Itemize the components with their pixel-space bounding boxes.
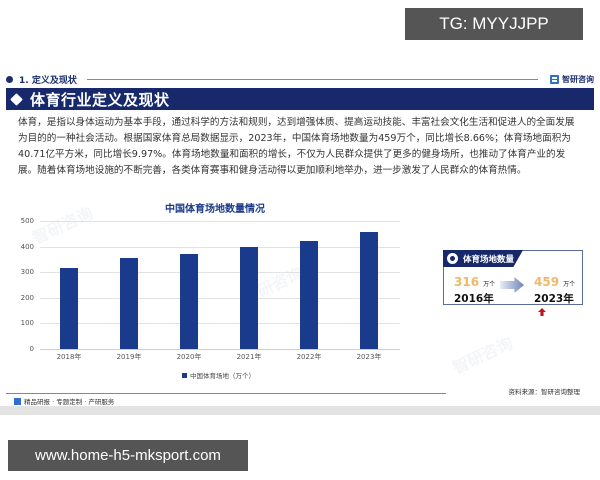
gridline [40,272,400,274]
arrow-right-icon [500,277,524,293]
footer-tagline: 精品研报 · 专题定制 · 产研服务 [14,396,114,406]
bar-2019 [120,258,138,349]
page-title: 体育行业定义及现状 [30,90,170,109]
stat-card: 体育场地数量 316 万个 2016年 459 万个 2023年 [443,250,583,316]
footer: 精品研报 · 专题定制 · 产研服务 资料来源：智研咨询整理 [0,380,600,406]
body-paragraph: 体育，是指以身体运动为基本手段，通过科学的方法和规则，达到增强体质、提高运动技能… [18,117,575,176]
bar-2020 [180,254,198,349]
x-tick: 2023年 [356,353,382,361]
brand-logo: 智研咨询 [550,74,594,85]
tg-badge: TG: MYYJJPP [405,8,583,40]
y-tick: 0 [29,345,34,353]
section-label: 1. 定义及现状 [19,75,77,86]
x-axis [40,349,400,350]
y-tick: 400 [20,242,34,251]
x-tick: 2022年 [296,353,322,361]
bar-chart: 500 400 300 200 100 0 2018年 2019年 2020年 … [21,217,400,361]
diamond-icon [10,92,23,106]
y-tick: 200 [20,293,34,302]
arrow-up-icon [538,308,546,316]
brand-logo-icon [14,397,21,405]
stat-from-unit: 万个 [483,281,496,288]
stat-to-unit: 万个 [563,281,576,288]
section-header: 1. 定义及现状 智研咨询 [6,72,594,86]
divider [6,393,446,394]
chart-legend: 中国体育场地（万个） [182,370,255,380]
tagline-text: 精品研报 · 专题定制 · 产研服务 [24,398,115,406]
gridline [40,221,400,222]
legend-swatch-icon [182,372,187,378]
gridline [40,246,400,248]
y-tick: 100 [20,319,34,328]
brand-logo-icon [550,74,559,84]
stat-card-title: 体育场地数量 [463,254,515,265]
stat-from-value: 316 [454,275,480,289]
brand-name: 智研咨询 [562,74,594,84]
chart-title: 中国体育场地数量情况 [165,204,265,215]
divider [86,78,538,80]
x-tick: 2019年 [116,353,142,361]
venue-icon [447,253,458,264]
source-note: 资料来源：智研咨询整理 [508,388,581,396]
slide: 智研咨询 智研咨询 智研咨询 1. 定义及现状 智研咨询 体育行业定义及现状 体… [0,62,600,406]
gray-band [0,406,600,415]
bar-2018 [60,268,78,349]
title-bar: 体育行业定义及现状 [6,88,594,110]
bullet-dot-icon [6,75,13,83]
url-badge: www.home-h5-mksport.com [8,440,248,471]
stat-card-header: 体育场地数量 [443,250,523,267]
stat-from-year: 2016年 [454,293,494,305]
bar-2021 [240,247,258,349]
y-tick: 500 [20,217,34,225]
stat-to-year: 2023年 [534,293,574,305]
bar-2022 [300,240,318,349]
x-tick: 2020年 [176,353,202,361]
gridline [40,323,400,325]
stat-to: 459 万个 2023年 [534,271,582,318]
stat-to-value: 459 [534,275,560,289]
bar-2023 [360,231,378,349]
stat-from: 316 万个 2016年 [454,271,495,306]
legend-label: 中国体育场地（万个） [190,372,255,380]
x-tick: 2018年 [56,353,82,361]
y-tick: 300 [20,268,34,277]
x-tick: 2021年 [236,353,262,361]
gridline [40,297,400,299]
watermark: 智研咨询 [449,333,516,378]
